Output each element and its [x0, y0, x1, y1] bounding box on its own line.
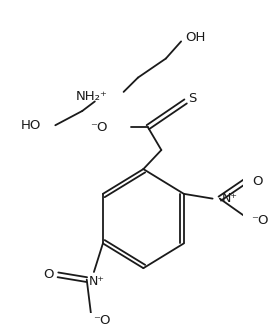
Text: ⁻O: ⁻O [90, 121, 107, 134]
Text: HO: HO [21, 119, 41, 132]
Text: ⁻O: ⁻O [251, 214, 269, 227]
Text: O: O [43, 268, 54, 281]
Text: O: O [252, 175, 263, 188]
Text: NH₂⁺: NH₂⁺ [76, 90, 107, 103]
Text: OH: OH [186, 31, 206, 44]
Text: S: S [188, 92, 197, 105]
Text: N⁺: N⁺ [222, 192, 238, 205]
Text: ⁻O: ⁻O [93, 314, 111, 327]
Text: N⁺: N⁺ [89, 275, 105, 288]
